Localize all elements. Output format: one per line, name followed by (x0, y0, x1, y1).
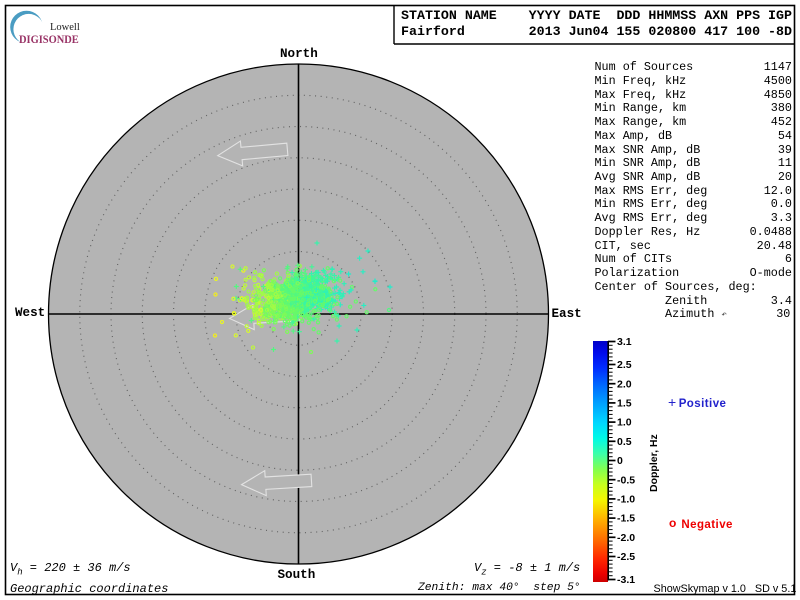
svg-text:3.1: 3.1 (617, 336, 632, 348)
svg-text:-2.0: -2.0 (617, 532, 635, 544)
svg-text:-0.5: -0.5 (617, 474, 635, 486)
svg-text:0: 0 (617, 455, 623, 467)
svg-text:-2.5: -2.5 (617, 551, 635, 563)
svg-text:0.5: 0.5 (617, 436, 632, 448)
svg-text:1.5: 1.5 (617, 398, 632, 410)
svg-text:2.5: 2.5 (617, 359, 632, 371)
svg-text:-1.0: -1.0 (617, 494, 635, 506)
svg-text:1.0: 1.0 (617, 417, 632, 429)
svg-text:-1.5: -1.5 (617, 513, 635, 525)
svg-text:2.0: 2.0 (617, 378, 632, 390)
svg-text:-3.1: -3.1 (617, 574, 635, 586)
